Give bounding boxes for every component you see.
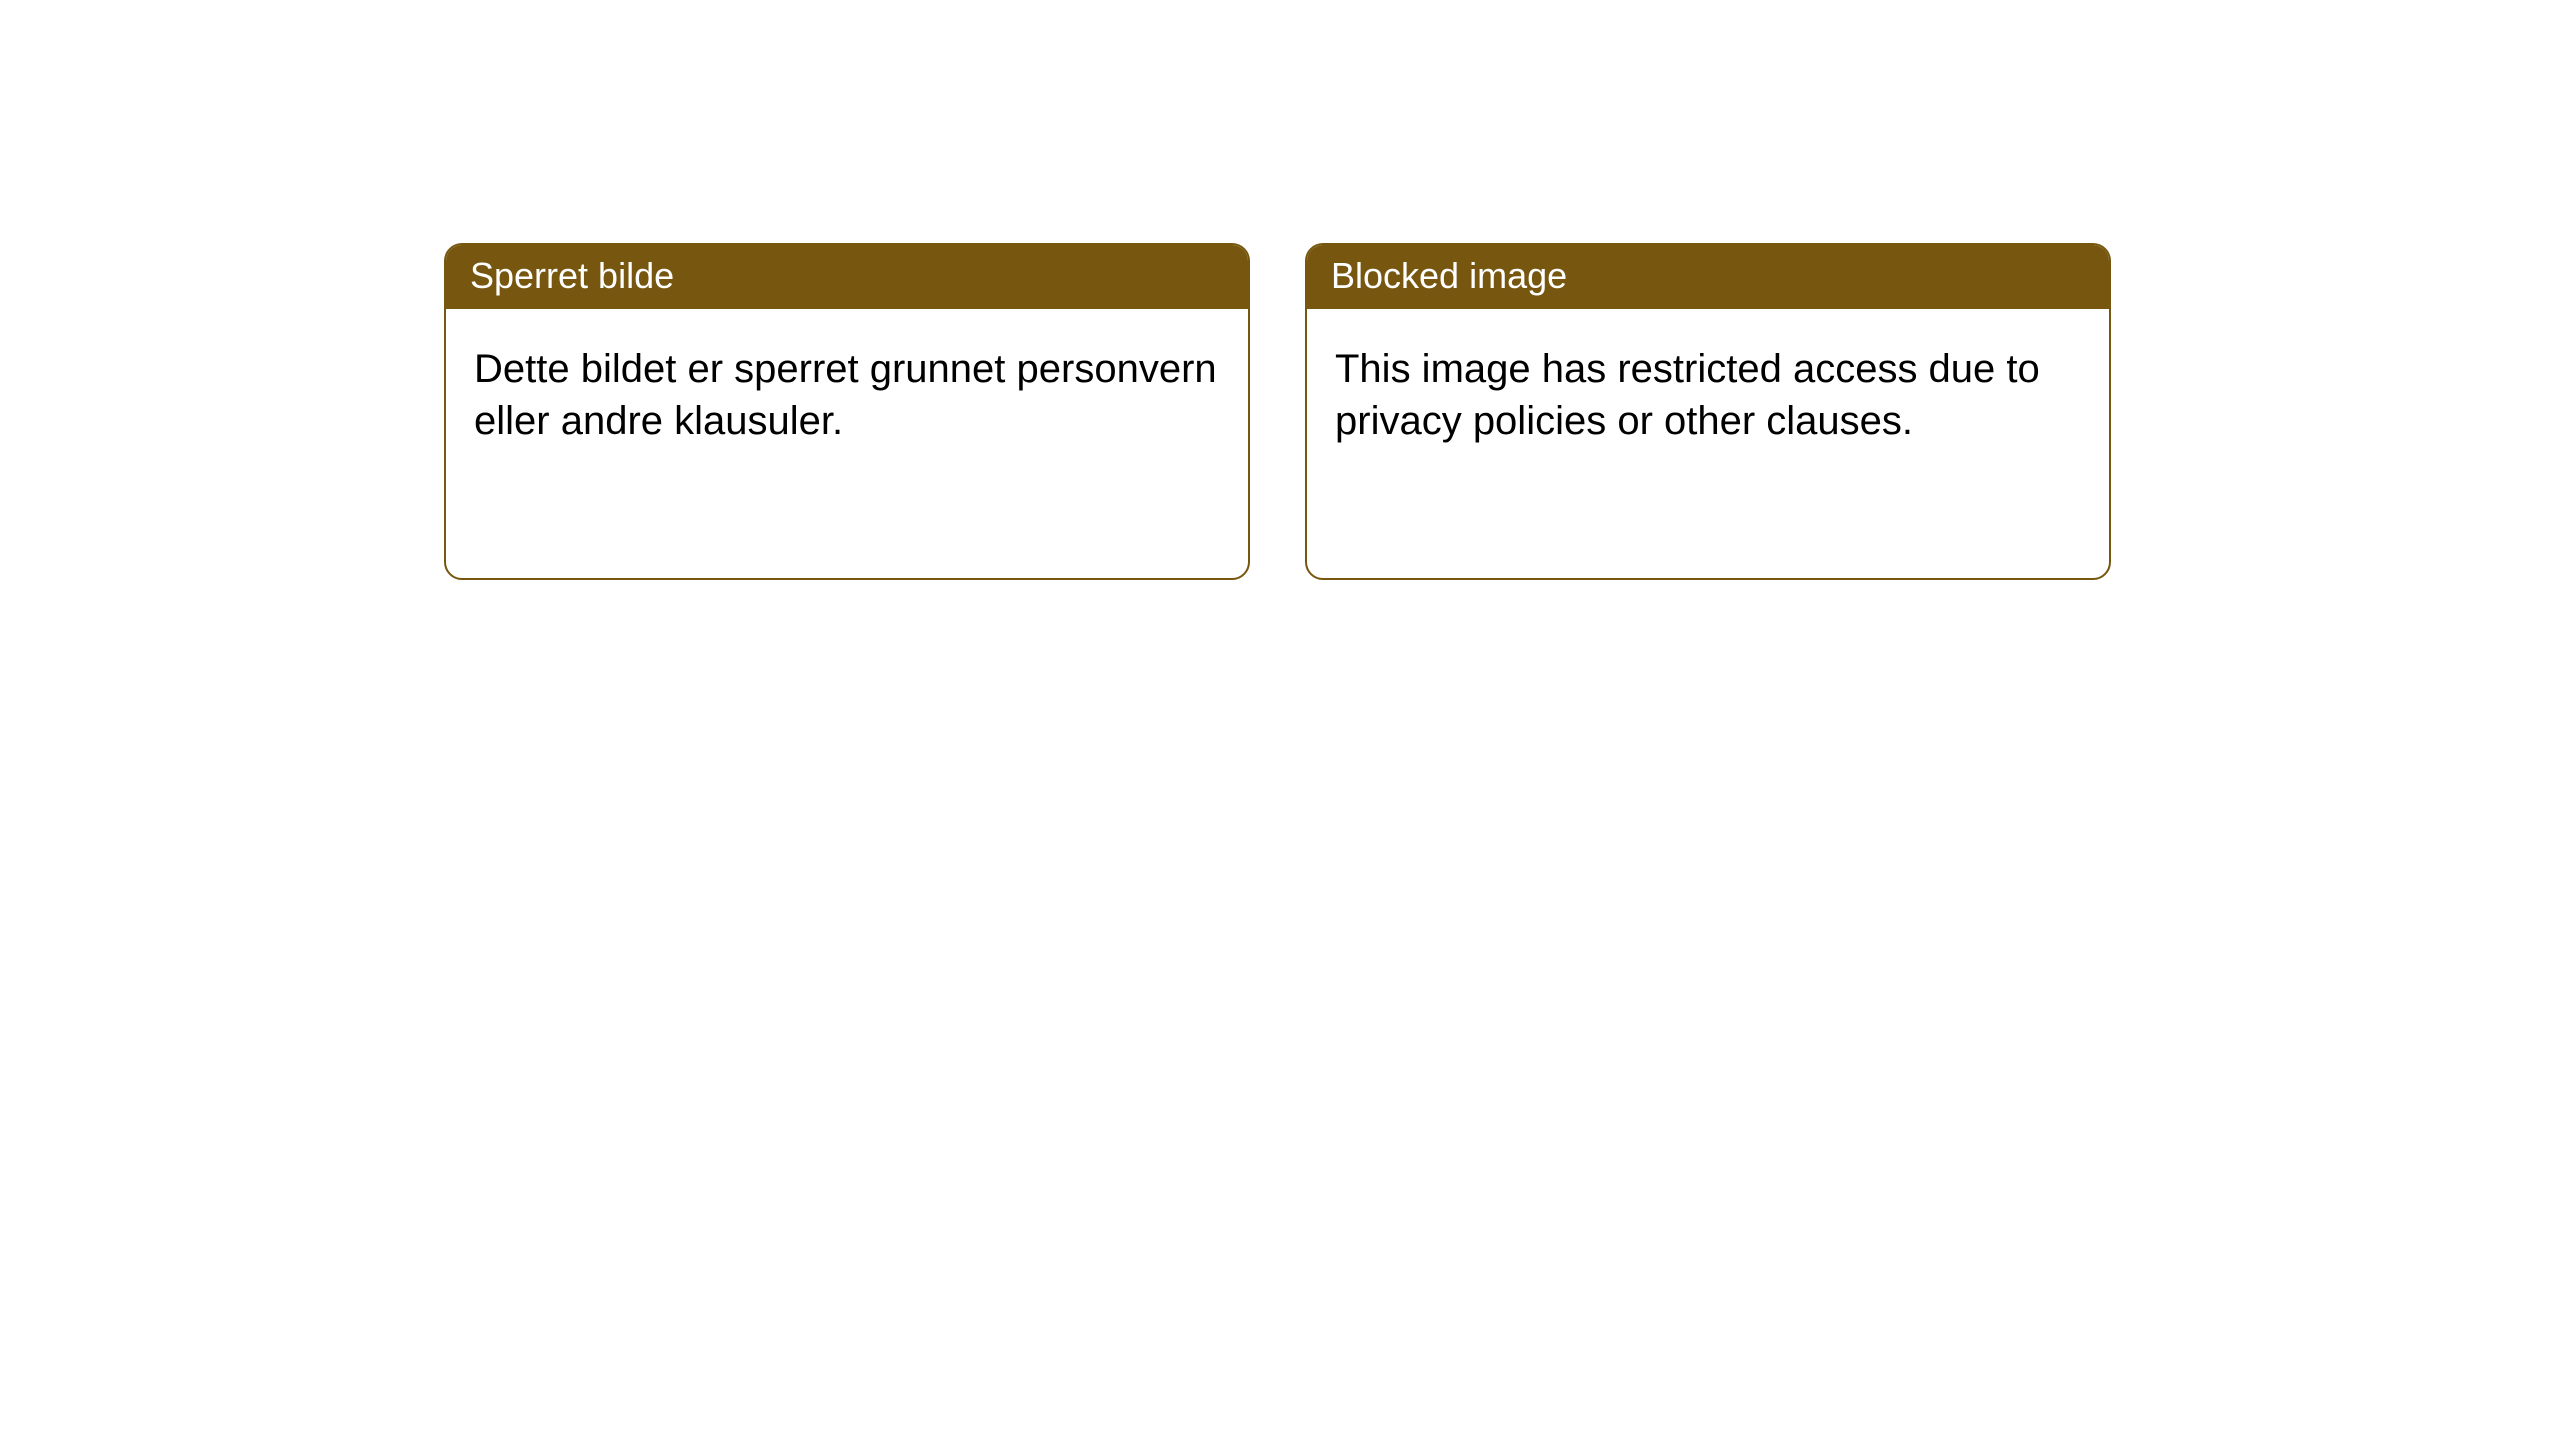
notice-card-body: This image has restricted access due to … xyxy=(1307,309,2109,477)
notice-cards-row: Sperret bilde Dette bildet er sperret gr… xyxy=(0,0,2560,580)
notice-card-english: Blocked image This image has restricted … xyxy=(1305,243,2111,580)
notice-card-title: Blocked image xyxy=(1307,245,2109,309)
notice-card-body: Dette bildet er sperret grunnet personve… xyxy=(446,309,1248,477)
notice-card-title: Sperret bilde xyxy=(446,245,1248,309)
notice-card-norwegian: Sperret bilde Dette bildet er sperret gr… xyxy=(444,243,1250,580)
